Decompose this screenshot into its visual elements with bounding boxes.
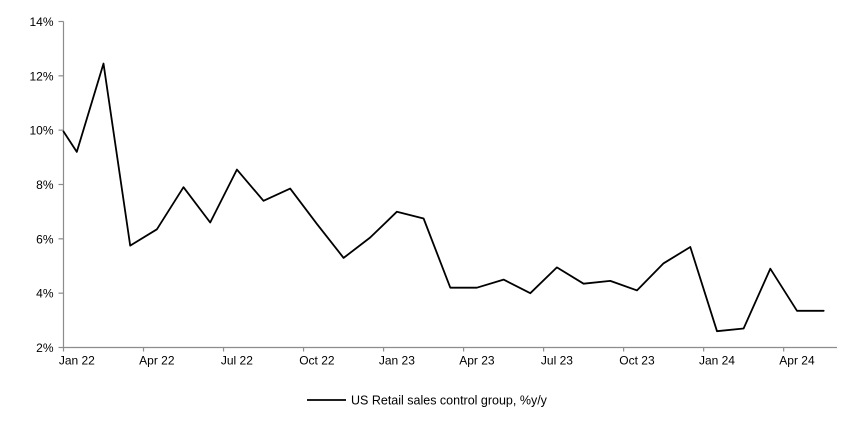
x-tick-label: Jul 23	[541, 354, 573, 368]
legend-label: US Retail sales control group, %y/y	[351, 394, 548, 408]
y-tick-label: 6%	[36, 232, 54, 246]
legend: US Retail sales control group, %y/y	[307, 394, 548, 408]
y-tick-label: 10%	[29, 124, 53, 138]
x-axis-labels: Jan 22 Apr 22 Jul 22 Oct 22 Jan 23 Apr 23 Jul …	[59, 354, 815, 368]
x-tick-label: Oct 22	[299, 354, 335, 368]
y-tick-label: 4%	[36, 287, 54, 301]
x-tick-label: Jan 22	[59, 354, 95, 368]
x-axis-ticks	[62, 347, 785, 352]
series-line	[62, 62, 825, 333]
x-tick-label: Apr 23	[459, 354, 495, 368]
x-tick-label: Oct 23	[619, 354, 655, 368]
axes	[62, 21, 837, 349]
x-tick-label: Jan 24	[699, 354, 735, 368]
x-tick-label: Jul 22	[221, 354, 253, 368]
y-tick-label: 12%	[29, 69, 53, 83]
x-tick-label: Apr 24	[779, 354, 815, 368]
y-tick-label: 14%	[29, 15, 53, 29]
x-tick-label: Jan 23	[379, 354, 415, 368]
y-tick-label: 2%	[36, 341, 54, 355]
y-tick-label: 8%	[36, 178, 54, 192]
y-axis-labels: 2% 4% 6% 8% 10% 12% 14%	[29, 15, 53, 355]
y-axis-ticks	[58, 20, 64, 349]
x-tick-label: Apr 22	[139, 354, 175, 368]
